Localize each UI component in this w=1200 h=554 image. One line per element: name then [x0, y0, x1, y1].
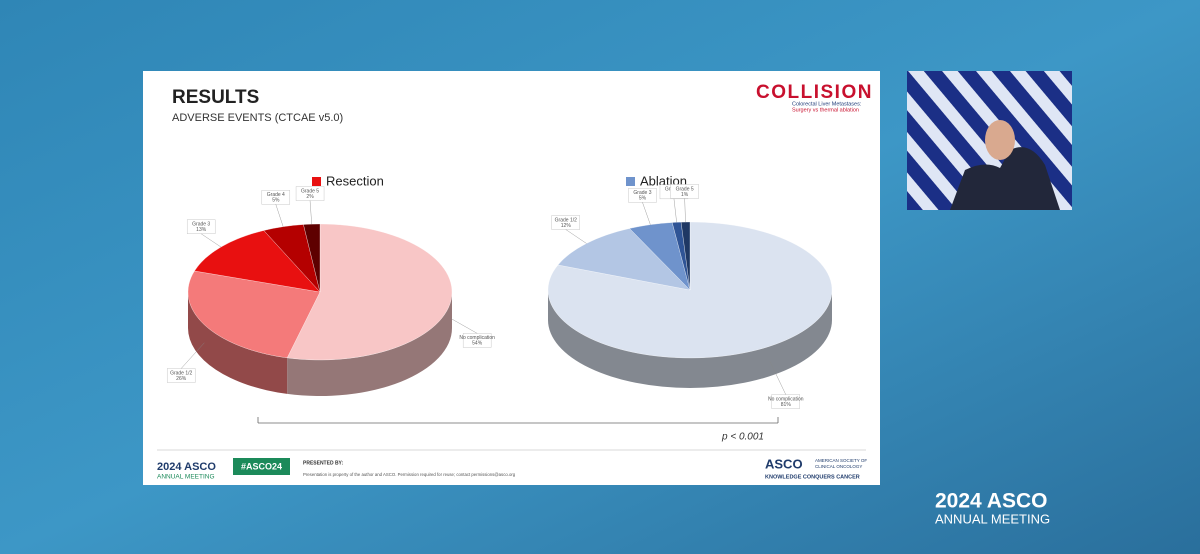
- data-label-category: Grade 3: [192, 222, 210, 228]
- logo-tagline: Surgery vs thermal ablation: [792, 107, 859, 113]
- speaker-head: [985, 120, 1015, 160]
- leader-line: [565, 229, 587, 244]
- society: AMERICAN SOCIETY OF: [815, 458, 867, 463]
- leader-line: [673, 198, 677, 223]
- data-label-value: 2%: [306, 194, 314, 200]
- slice: [286, 223, 453, 361]
- leader-line: [642, 202, 651, 225]
- leader-line: [181, 342, 205, 369]
- slice-side: [188, 292, 288, 394]
- data-label-category: No complication: [459, 335, 495, 341]
- slice: [557, 228, 691, 291]
- legend-label: Resection: [326, 173, 384, 188]
- slice-side: [287, 292, 452, 396]
- footer-meeting-name: ANNUAL MEETING: [157, 474, 215, 481]
- data-label-value: 1%: [681, 192, 689, 198]
- data-label-value: 12%: [561, 223, 572, 229]
- data-label-category: Grade 1/2: [170, 370, 192, 376]
- slide-title: RESULTS: [172, 87, 259, 108]
- bracket: [257, 417, 779, 424]
- leader-line: [769, 361, 786, 395]
- data-label-value: 5%: [639, 196, 647, 202]
- data-label-category: Grade 1/2: [555, 217, 577, 223]
- presented-by: PRESENTED BY:: [303, 460, 344, 466]
- slice: [187, 270, 321, 359]
- logo: COLLISION: [756, 82, 873, 103]
- data-label-value: 5%: [272, 198, 280, 204]
- overlay-year: 2024 ASCO: [935, 490, 1047, 513]
- leader-line: [309, 200, 312, 225]
- data-label-category: Grade 3: [633, 190, 651, 196]
- notice: Presentation is property of the author a…: [303, 472, 516, 477]
- asco-logo: ASCO: [765, 456, 803, 471]
- data-label-category: Grade 5: [301, 188, 319, 194]
- legend-swatch: [626, 177, 635, 186]
- data-label-category: Grade 5: [676, 186, 694, 192]
- data-label-value: 54%: [472, 341, 483, 347]
- hashtag: #ASCO24: [241, 461, 282, 471]
- speaker-body: [950, 147, 1060, 210]
- society: CLINICAL ONCOLOGY: [815, 464, 862, 469]
- speaker-video: [907, 71, 1072, 210]
- logo-tagline: Colorectal Liver Metastases:: [792, 101, 862, 107]
- slice-side: [548, 290, 832, 388]
- overlay-name: ANNUAL MEETING: [935, 511, 1050, 526]
- data-label-value: 26%: [176, 376, 187, 382]
- leader-line: [450, 318, 478, 334]
- hashtag-box: [233, 458, 290, 475]
- leader-line: [275, 204, 284, 227]
- leader-line: [684, 198, 686, 223]
- motto: KNOWLEDGE CONQUERS CANCER: [765, 474, 860, 480]
- slide-subtitle: ADVERSE EVENTS (CTCAE v5.0): [172, 112, 343, 124]
- data-label-category: No complication: [768, 396, 804, 402]
- slice: [194, 230, 321, 293]
- footer-meeting-year: 2024 ASCO: [157, 461, 216, 473]
- legend-swatch: [312, 177, 321, 186]
- leader-line: [201, 233, 222, 248]
- data-label-value: 13%: [196, 227, 207, 233]
- data-label-category: Grade 4: [267, 192, 285, 198]
- data-label-value: 81%: [781, 402, 792, 408]
- p-value: p < 0.001: [721, 432, 764, 443]
